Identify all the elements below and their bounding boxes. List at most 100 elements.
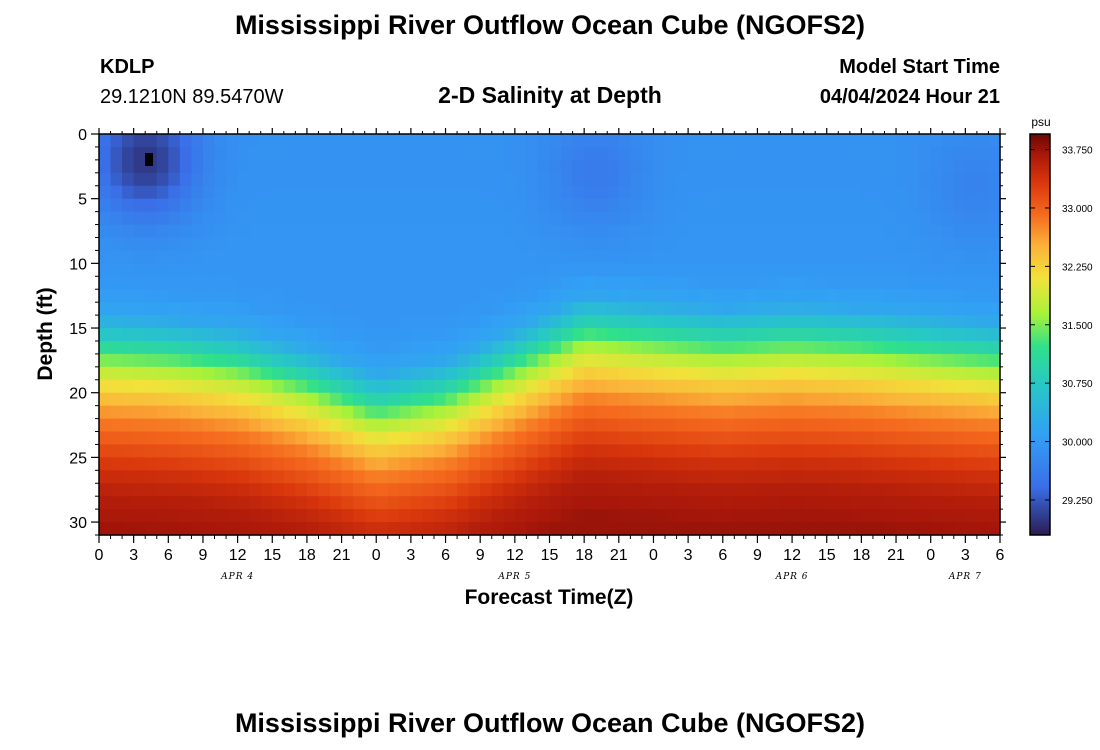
- heatmap-cell: [237, 366, 250, 381]
- heatmap-cell: [330, 522, 343, 536]
- heatmap-cell: [226, 366, 239, 381]
- heatmap-cell: [884, 366, 897, 381]
- heatmap-cell: [965, 224, 978, 239]
- heatmap-cell: [826, 431, 839, 446]
- heatmap-cell: [514, 509, 527, 523]
- heatmap-cell: [145, 250, 158, 264]
- heatmap-cell: [514, 315, 527, 329]
- heatmap-cell: [792, 418, 805, 433]
- heatmap-cell: [145, 328, 158, 342]
- heatmap-cell: [699, 353, 712, 368]
- heatmap-cell: [803, 328, 816, 342]
- heatmap-cell: [295, 496, 308, 510]
- heatmap-cell: [480, 496, 493, 510]
- heatmap-cell: [792, 366, 805, 381]
- heatmap-cell: [665, 483, 678, 497]
- heatmap-cell: [988, 379, 1001, 394]
- x-tick-label: 18: [575, 547, 593, 564]
- heatmap-cell: [445, 340, 458, 355]
- heatmap-cell: [884, 405, 897, 420]
- heatmap-cell: [711, 185, 724, 200]
- heatmap-cell: [896, 444, 909, 458]
- heatmap-cell: [364, 418, 377, 433]
- x-tick-label: 12: [506, 547, 524, 564]
- heatmap-cell: [838, 315, 851, 329]
- heatmap-cell: [457, 496, 470, 510]
- heatmap-cell: [399, 483, 412, 497]
- heatmap-cell: [145, 405, 158, 420]
- heatmap-cell: [734, 366, 747, 381]
- heatmap-cell: [364, 379, 377, 394]
- x-tick-label: 3: [684, 547, 693, 564]
- heatmap-cell: [537, 522, 551, 536]
- heatmap-cell: [884, 198, 897, 213]
- heatmap-cell: [445, 263, 458, 277]
- heatmap-cell: [896, 496, 909, 510]
- heatmap-cell: [226, 431, 239, 446]
- heatmap-cell: [110, 405, 123, 420]
- heatmap-cell: [607, 470, 620, 484]
- heatmap-cell: [676, 405, 689, 420]
- heatmap-cell: [734, 146, 747, 161]
- heatmap-cell: [422, 276, 435, 290]
- heatmap-cell: [122, 224, 135, 239]
- heatmap-cell: [376, 522, 389, 536]
- heatmap-cell: [260, 250, 273, 264]
- heatmap-cell: [399, 418, 412, 433]
- heatmap-cell: [330, 302, 343, 316]
- heatmap-cell: [757, 444, 770, 458]
- heatmap-cell: [780, 134, 793, 148]
- heatmap-cell: [561, 276, 574, 290]
- heatmap-cell: [445, 328, 458, 342]
- heatmap-cell: [537, 470, 551, 484]
- heatmap-cell: [803, 379, 816, 394]
- heatmap-cell: [341, 198, 354, 213]
- heatmap-cell: [780, 522, 793, 536]
- heatmap-cell: [110, 159, 123, 174]
- heatmap-cell: [272, 302, 285, 316]
- heatmap-cell: [237, 353, 250, 368]
- heatmap-cell: [410, 509, 424, 523]
- heatmap-cell: [907, 224, 920, 239]
- heatmap-cell: [595, 315, 608, 329]
- heatmap-cell: [688, 198, 701, 213]
- heatmap-cell: [156, 159, 169, 174]
- heatmap-cell: [122, 470, 135, 484]
- heatmap-cell: [514, 224, 527, 239]
- heatmap-cell: [757, 185, 770, 200]
- heatmap-cell: [757, 146, 770, 161]
- heatmap-cell: [168, 263, 181, 277]
- heatmap-cell: [445, 405, 458, 420]
- heatmap-cell: [676, 353, 689, 368]
- heatmap-cell: [468, 483, 481, 497]
- heatmap-cell: [399, 185, 412, 200]
- heatmap-cell: [676, 172, 689, 187]
- heatmap-cell: [318, 172, 331, 187]
- heatmap-cell: [803, 198, 816, 213]
- heatmap-cell: [283, 340, 296, 355]
- heatmap-cell: [110, 457, 123, 471]
- heatmap-cell: [272, 509, 285, 523]
- heatmap-cell: [872, 250, 886, 264]
- heatmap-cell: [491, 379, 504, 394]
- heatmap-cell: [156, 250, 169, 264]
- heatmap-cell: [514, 276, 527, 290]
- heatmap-cell: [711, 172, 724, 187]
- heatmap-cell: [838, 302, 851, 316]
- heatmap-cell: [815, 224, 828, 239]
- heatmap-cell: [283, 405, 296, 420]
- heatmap-cell: [849, 405, 862, 420]
- heatmap-cell: [872, 444, 886, 458]
- heatmap-cell: [976, 379, 990, 394]
- heatmap-cell: [226, 392, 239, 407]
- heatmap-cell: [942, 185, 955, 200]
- heatmap-cell: [572, 418, 585, 433]
- heatmap-cell: [930, 366, 943, 381]
- heatmap-cell: [537, 134, 551, 148]
- heatmap-cell: [618, 185, 631, 200]
- heatmap-cell: [202, 250, 216, 264]
- heatmap-cell: [815, 405, 828, 420]
- heatmap-cell: [122, 302, 135, 316]
- heatmap-cell: [549, 289, 562, 303]
- heatmap-cell: [387, 302, 400, 316]
